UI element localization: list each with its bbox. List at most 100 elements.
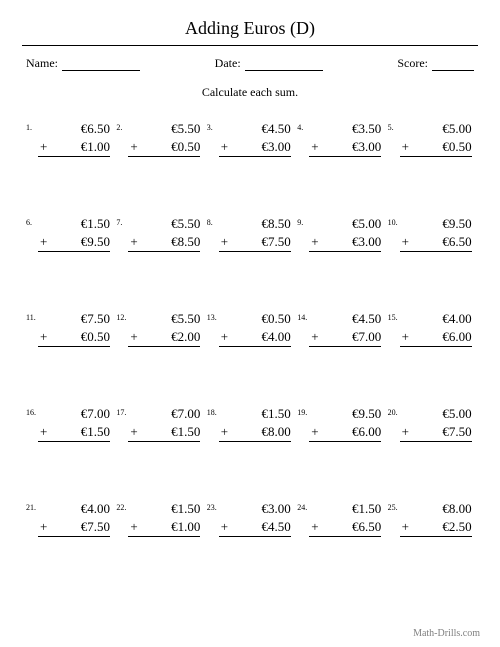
plus-sign: + [309, 138, 318, 156]
problem: 24.€1.50+€6.50 [295, 500, 385, 537]
addend-bottom-row: +€7.50 [219, 233, 291, 253]
problem-number: 18. [207, 408, 217, 417]
problem-number: 3. [207, 123, 213, 132]
problem-number: 24. [297, 503, 307, 512]
addend-bottom-row: +€7.00 [309, 328, 381, 348]
problem: 12.€5.50+€2.00 [114, 310, 204, 347]
addend-bottom-row: +€1.50 [128, 423, 200, 443]
addend-bottom-row: +€3.00 [219, 138, 291, 158]
problem: 8.€8.50+€7.50 [205, 215, 295, 252]
addend-bottom: €3.00 [352, 138, 381, 156]
addend-bottom: €8.00 [262, 423, 291, 441]
problem-number: 12. [116, 313, 126, 322]
problem-values: €6.50+€1.00 [38, 120, 110, 157]
problem-values: €9.50+ €6.50 [400, 215, 472, 252]
addend-bottom: €1.50 [171, 423, 200, 441]
problem-values: €5.00+€0.50 [400, 120, 472, 157]
problem: 25.€8.00+€2.50 [386, 500, 476, 537]
addend-bottom: €1.00 [81, 138, 110, 156]
addend-bottom-row: +€8.50 [128, 233, 200, 253]
addend-top: €1.50 [219, 405, 291, 423]
addend-top: €5.00 [309, 215, 381, 233]
addend-bottom-row: +€6.50 [309, 518, 381, 538]
problem-number: 16. [26, 408, 36, 417]
problem: 5. €5.00+€0.50 [386, 120, 476, 157]
problem-number: 20. [388, 408, 398, 417]
addend-top: €3.00 [219, 500, 291, 518]
problem: 19.€9.50+€6.00 [295, 405, 385, 442]
problem: 21.€4.00+€7.50 [24, 500, 114, 537]
addend-bottom-row: + €3.00 [309, 138, 381, 158]
addend-bottom-row: +€0.50 [400, 138, 472, 158]
problem-values: €1.50+€1.00 [128, 500, 200, 537]
name-field: Name: [26, 56, 140, 71]
plus-sign: + [128, 518, 137, 536]
problem: 3. €4.50+€3.00 [205, 120, 295, 157]
problem: 20.€5.00+€7.50 [386, 405, 476, 442]
date-blank [245, 58, 323, 71]
addend-bottom: €9.50 [81, 233, 110, 251]
problem-values: €8.50+€7.50 [219, 215, 291, 252]
addend-bottom: €3.00 [352, 233, 381, 251]
plus-sign: + [309, 328, 318, 346]
problem: 17.€7.00+€1.50 [114, 405, 204, 442]
addend-bottom-row: +€4.50 [219, 518, 291, 538]
addend-bottom: €0.50 [442, 138, 471, 156]
problem-number: 22. [116, 503, 126, 512]
problem-number: 21. [26, 503, 36, 512]
problem-values: €5.50+€8.50 [128, 215, 200, 252]
problem-number: 15. [388, 313, 398, 322]
problem-values: €8.00+€2.50 [400, 500, 472, 537]
addend-bottom-row: + €6.50 [400, 233, 472, 253]
addend-bottom: €3.00 [262, 138, 291, 156]
addend-top: €1.50 [38, 215, 110, 233]
addend-bottom-row: +€6.00 [400, 328, 472, 348]
addend-top: €5.50 [128, 120, 200, 138]
addend-top: €8.50 [219, 215, 291, 233]
plus-sign: + [219, 328, 228, 346]
addend-top: €4.00 [38, 500, 110, 518]
problem-values: €1.50+€6.50 [309, 500, 381, 537]
addend-top: €1.50 [309, 500, 381, 518]
addend-bottom: €0.50 [81, 328, 110, 346]
problem-number: 25. [388, 503, 398, 512]
addend-bottom-row: + €8.00 [219, 423, 291, 443]
addend-top: €4.50 [219, 120, 291, 138]
date-field: Date: [215, 56, 323, 71]
problem-values: €1.50+€9.50 [38, 215, 110, 252]
addend-bottom: €6.50 [442, 233, 471, 251]
problem-values: €0.50+€4.00 [219, 310, 291, 347]
addend-bottom-row: +€0.50 [128, 138, 200, 158]
plus-sign: + [400, 423, 409, 441]
problem-values: €3.50+€3.00 [309, 120, 381, 157]
footer-text: Math-Drills.com [413, 628, 480, 639]
addend-bottom: €7.50 [262, 233, 291, 251]
plus-sign: + [400, 233, 409, 251]
addend-top: €5.00 [400, 405, 472, 423]
problem-grid: 1.€6.50+€1.002.€5.50+€0.503.€4.50+€3.004… [22, 120, 478, 537]
addend-bottom: €6.00 [352, 423, 381, 441]
problem-number: 4. [297, 123, 303, 132]
problem-values: €5.50+€0.50 [128, 120, 200, 157]
problem-values: €4.50+€7.00 [309, 310, 381, 347]
plus-sign: + [38, 138, 47, 156]
addend-bottom-row: +€6.00 [309, 423, 381, 443]
problem-number: 11. [26, 313, 36, 322]
problem-number: 17. [116, 408, 126, 417]
problem-number: 10. [388, 218, 398, 227]
problem-values: €5.50+€2.00 [128, 310, 200, 347]
plus-sign: + [219, 423, 228, 441]
addend-bottom: €6.50 [352, 518, 381, 536]
problem: 9.€5.00+€3.00 [295, 215, 385, 252]
addend-bottom-row: +€1.00 [128, 518, 200, 538]
score-label: Score: [397, 56, 428, 71]
problem: 22.€1.50+€1.00 [114, 500, 204, 537]
addend-top: €7.50 [38, 310, 110, 328]
problem-number: 9. [297, 218, 303, 227]
addend-top: €4.00 [400, 310, 472, 328]
addend-top: €9.50 [309, 405, 381, 423]
addend-top: €9.50 [400, 215, 472, 233]
addend-top: €0.50 [219, 310, 291, 328]
problem-number: 5. [388, 123, 394, 132]
addend-bottom-row: +€2.00 [128, 328, 200, 348]
